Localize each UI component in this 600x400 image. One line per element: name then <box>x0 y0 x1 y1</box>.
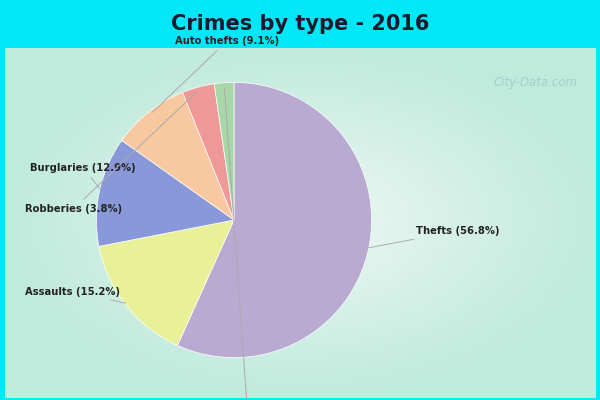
Text: Robberies (3.8%): Robberies (3.8%) <box>25 92 197 214</box>
Text: Burglaries (12.9%): Burglaries (12.9%) <box>31 163 136 190</box>
Text: Auto thefts (9.1%): Auto thefts (9.1%) <box>152 36 279 112</box>
Text: Thefts (56.8%): Thefts (56.8%) <box>368 226 499 248</box>
Text: Assaults (15.2%): Assaults (15.2%) <box>25 286 125 303</box>
Wedge shape <box>97 140 234 246</box>
Wedge shape <box>214 82 234 220</box>
Text: Crimes by type - 2016: Crimes by type - 2016 <box>171 14 429 34</box>
Wedge shape <box>122 92 234 220</box>
Text: Rapes (2.3%): Rapes (2.3%) <box>211 88 285 400</box>
Wedge shape <box>99 220 234 346</box>
Text: City-Data.com: City-Data.com <box>493 76 577 89</box>
Wedge shape <box>178 82 371 358</box>
Wedge shape <box>182 84 234 220</box>
